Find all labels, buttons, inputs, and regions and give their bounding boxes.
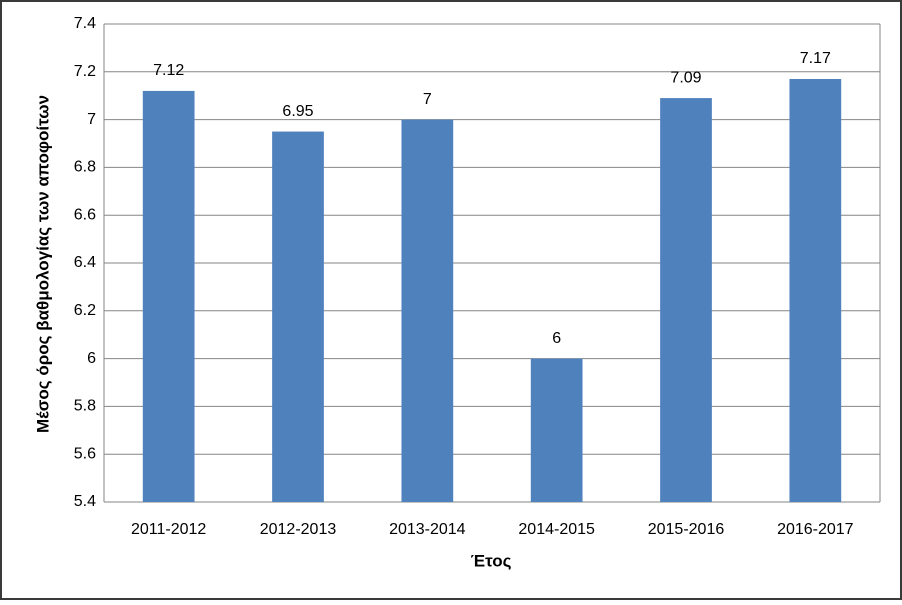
bar xyxy=(789,78,842,502)
x-tick-label: 2012-2013 xyxy=(260,521,337,538)
x-tick-label: 2015-2016 xyxy=(648,521,725,538)
data-label: 6.95 xyxy=(282,103,313,120)
data-label: 7.09 xyxy=(670,69,701,86)
y-tick-label: 5.4 xyxy=(74,493,96,510)
data-label: 7.17 xyxy=(800,50,831,67)
bar xyxy=(530,358,583,502)
x-tick-label: 2011-2012 xyxy=(131,521,206,538)
data-label: 7 xyxy=(423,91,432,108)
y-axis-label: Μέσος όρος βαθμολογίας των αποφοίτων xyxy=(33,95,52,433)
y-tick-label: 7.4 xyxy=(74,15,96,32)
y-tick-label: 6.2 xyxy=(74,302,96,319)
y-tick-label: 7.2 xyxy=(74,63,96,80)
x-axis-label: Έτος xyxy=(471,551,512,570)
y-tick-label: 5.6 xyxy=(74,445,96,462)
bar xyxy=(272,131,324,503)
y-tick-label: 7 xyxy=(87,111,96,128)
bar xyxy=(660,98,712,502)
x-tick-label: 2013-2014 xyxy=(389,521,466,538)
data-label: 7.12 xyxy=(153,62,184,79)
y-tick-label: 5.8 xyxy=(74,398,96,415)
bar xyxy=(142,90,195,503)
data-label: 6 xyxy=(552,330,561,347)
x-tick-label: 2014-2015 xyxy=(518,521,595,538)
y-tick-label: 6.8 xyxy=(74,159,96,176)
y-tick-label: 6.6 xyxy=(74,206,96,223)
x-tick-label: 2016-2017 xyxy=(777,521,854,538)
y-tick-label: 6 xyxy=(87,350,96,367)
y-tick-label: 6.4 xyxy=(74,254,96,271)
bar xyxy=(401,119,454,502)
